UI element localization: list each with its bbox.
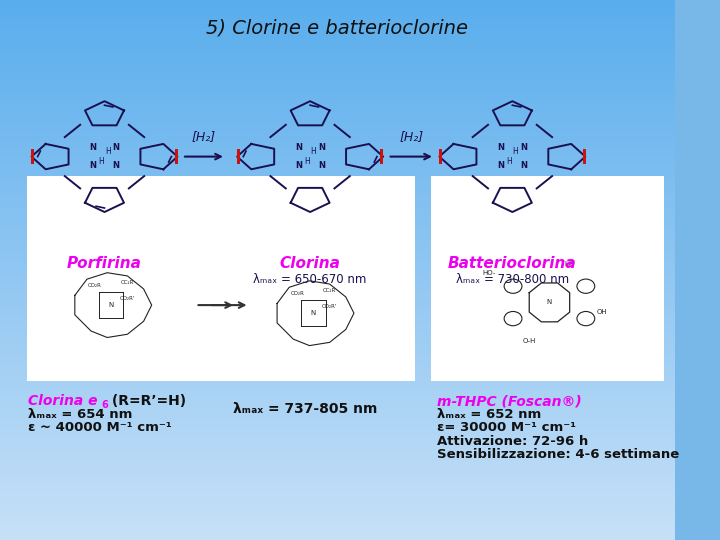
Text: 6: 6 <box>101 400 108 410</box>
Text: N: N <box>311 310 316 316</box>
Bar <box>431 176 664 381</box>
Text: H: H <box>105 147 111 156</box>
Text: H: H <box>513 147 518 156</box>
Text: H: H <box>99 157 104 166</box>
Text: m-THPC (Foscan®): m-THPC (Foscan®) <box>437 394 582 408</box>
Text: Batterioclorina: Batterioclorina <box>448 256 577 272</box>
Text: N: N <box>112 161 120 170</box>
Text: HO: HO <box>564 260 575 267</box>
Text: λₘₐₓ = 650-670 nm: λₘₐₓ = 650-670 nm <box>253 273 366 286</box>
Bar <box>237 149 240 164</box>
Text: Clorina e: Clorina e <box>28 394 98 408</box>
Text: N: N <box>89 161 96 170</box>
Text: N: N <box>498 161 504 170</box>
Text: CO₂R': CO₂R' <box>322 304 337 309</box>
Text: H: H <box>304 157 310 166</box>
Text: (R=R’=H): (R=R’=H) <box>107 394 186 408</box>
Text: λₘₐₓ = 737-805 nm: λₘₐₓ = 737-805 nm <box>233 402 377 416</box>
Text: λₘₐₓ = 730-800 nm: λₘₐₓ = 730-800 nm <box>456 273 569 286</box>
Text: λₘₐₓ = 654 nm: λₘₐₓ = 654 nm <box>28 408 132 421</box>
Text: N: N <box>112 143 120 152</box>
Text: CO₂R': CO₂R' <box>120 296 135 301</box>
Text: ε= 30000 M⁻¹ cm⁻¹: ε= 30000 M⁻¹ cm⁻¹ <box>437 421 576 434</box>
Text: N: N <box>521 161 527 170</box>
Text: N: N <box>295 143 302 152</box>
Text: Sensibilizzazione: 4-6 settimane: Sensibilizzazione: 4-6 settimane <box>437 448 679 461</box>
Text: CC₂R: CC₂R <box>121 280 134 285</box>
Text: Attivazione: 72-96 h: Attivazione: 72-96 h <box>437 435 588 448</box>
Text: 5) Clorine e batterioclorine: 5) Clorine e batterioclorine <box>206 19 468 38</box>
Text: [H₂]: [H₂] <box>399 130 423 143</box>
Text: CC₂R: CC₂R <box>323 288 336 293</box>
Bar <box>380 149 383 164</box>
Text: Porfirina: Porfirina <box>67 256 142 272</box>
Text: N: N <box>498 143 504 152</box>
Text: O-H: O-H <box>523 338 536 345</box>
Text: λₘₐₓ = 652 nm: λₘₐₓ = 652 nm <box>437 408 541 421</box>
Text: N: N <box>109 302 114 308</box>
Bar <box>27 176 415 381</box>
Text: N: N <box>295 161 302 170</box>
Text: CO₂R: CO₂R <box>88 283 102 288</box>
Text: N: N <box>546 299 552 306</box>
Text: N: N <box>521 143 527 152</box>
Text: H: H <box>310 147 316 156</box>
Text: [H₂]: [H₂] <box>192 130 216 143</box>
Bar <box>582 149 585 164</box>
Text: CO₂R: CO₂R <box>290 291 305 296</box>
Text: Clorina: Clorina <box>279 256 341 272</box>
Bar <box>175 149 178 164</box>
Text: N: N <box>89 143 96 152</box>
Text: ε ~ 40000 M⁻¹ cm⁻¹: ε ~ 40000 M⁻¹ cm⁻¹ <box>28 421 172 434</box>
Bar <box>439 149 442 164</box>
Text: OH: OH <box>597 309 608 315</box>
Text: H: H <box>506 157 512 166</box>
Text: N: N <box>318 143 325 152</box>
Text: N: N <box>318 161 325 170</box>
Bar <box>32 149 35 164</box>
Text: HO-: HO- <box>482 270 495 276</box>
